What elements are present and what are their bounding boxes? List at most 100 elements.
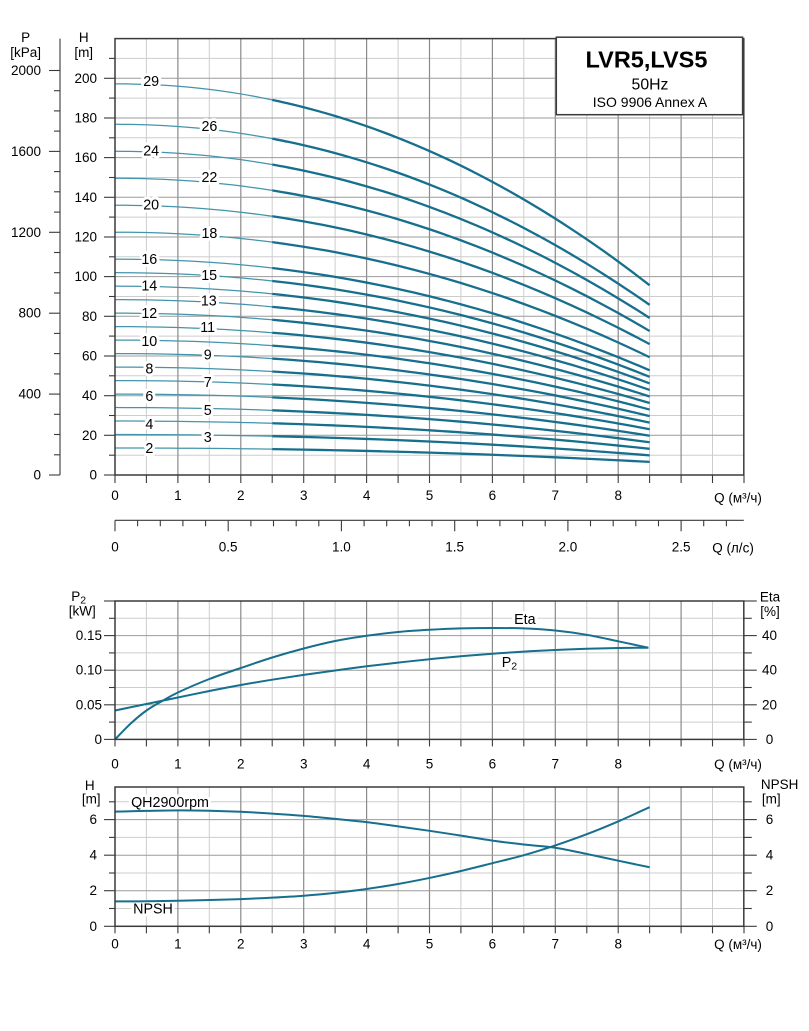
svg-text:8: 8	[614, 488, 622, 503]
svg-text:1.5: 1.5	[445, 540, 464, 555]
svg-text:ISO 9906 Annex A: ISO 9906 Annex A	[593, 94, 708, 110]
svg-text:0.5: 0.5	[219, 540, 238, 555]
svg-text:1: 1	[174, 488, 182, 503]
svg-text:6: 6	[89, 812, 97, 827]
svg-text:[kPa]: [kPa]	[10, 45, 41, 60]
svg-text:0: 0	[111, 540, 119, 555]
svg-text:[m]: [m]	[762, 792, 781, 807]
svg-text:2000: 2000	[11, 63, 41, 78]
svg-text:0: 0	[111, 937, 119, 952]
svg-text:3: 3	[300, 757, 308, 772]
svg-text:20: 20	[82, 428, 97, 443]
svg-text:Q (м³/ч): Q (м³/ч)	[714, 757, 762, 772]
svg-text:2: 2	[145, 441, 153, 457]
svg-text:2: 2	[237, 488, 245, 503]
svg-text:180: 180	[74, 111, 97, 126]
svg-text:80: 80	[82, 309, 97, 324]
svg-text:NPSH: NPSH	[133, 901, 173, 917]
svg-text:29: 29	[143, 74, 159, 90]
svg-text:NPSH: NPSH	[761, 777, 799, 792]
svg-text:0.10: 0.10	[76, 663, 102, 678]
svg-text:22: 22	[201, 170, 217, 186]
svg-text:2: 2	[766, 883, 774, 898]
svg-text:6: 6	[489, 937, 497, 952]
svg-text:1600: 1600	[11, 144, 41, 159]
svg-text:5: 5	[426, 757, 434, 772]
svg-text:1200: 1200	[11, 225, 41, 240]
svg-text:LVR5,LVS5: LVR5,LVS5	[586, 46, 708, 72]
svg-text:[kW]: [kW]	[69, 604, 96, 619]
svg-text:3: 3	[204, 430, 212, 446]
svg-text:4: 4	[766, 848, 774, 863]
svg-text:0.05: 0.05	[76, 697, 102, 712]
svg-text:0: 0	[89, 919, 97, 934]
svg-text:[m]: [m]	[82, 791, 101, 806]
svg-text:3: 3	[300, 937, 308, 952]
svg-text:8: 8	[614, 937, 622, 952]
svg-text:8: 8	[145, 361, 153, 377]
svg-text:5: 5	[426, 488, 434, 503]
svg-text:5: 5	[204, 403, 212, 419]
svg-text:Q (м³/ч): Q (м³/ч)	[714, 491, 762, 506]
svg-text:40: 40	[762, 628, 777, 643]
svg-text:400: 400	[18, 387, 41, 402]
svg-text:18: 18	[201, 226, 217, 242]
svg-text:0: 0	[766, 732, 774, 747]
svg-text:[m]: [m]	[74, 45, 93, 60]
svg-text:4: 4	[363, 488, 371, 503]
svg-text:1: 1	[174, 757, 182, 772]
svg-text:2.5: 2.5	[672, 540, 691, 555]
svg-text:[%]: [%]	[760, 604, 780, 619]
svg-text:0.15: 0.15	[76, 628, 102, 643]
svg-text:5: 5	[426, 937, 434, 952]
svg-text:2.0: 2.0	[559, 540, 578, 555]
svg-text:6: 6	[145, 389, 153, 405]
svg-text:26: 26	[201, 119, 217, 135]
svg-text:9: 9	[204, 348, 212, 364]
svg-text:1.0: 1.0	[332, 540, 351, 555]
svg-text:20: 20	[143, 198, 159, 214]
svg-text:4: 4	[363, 937, 371, 952]
svg-text:12: 12	[141, 306, 157, 322]
svg-text:16: 16	[141, 252, 157, 268]
svg-text:60: 60	[82, 349, 97, 364]
svg-text:20: 20	[762, 697, 777, 712]
svg-text:15: 15	[201, 268, 217, 284]
svg-text:P: P	[21, 30, 30, 45]
svg-text:Q (м³/ч): Q (м³/ч)	[714, 937, 762, 952]
svg-text:Eta: Eta	[514, 612, 536, 628]
svg-text:200: 200	[74, 71, 97, 86]
svg-text:4: 4	[145, 417, 153, 433]
svg-text:14: 14	[141, 279, 157, 295]
svg-text:40: 40	[82, 388, 97, 403]
svg-text:100: 100	[74, 269, 97, 284]
svg-text:0: 0	[33, 468, 41, 483]
svg-text:11: 11	[200, 320, 215, 336]
svg-text:50Hz: 50Hz	[632, 77, 669, 94]
svg-text:H: H	[85, 778, 95, 793]
svg-text:1: 1	[174, 937, 182, 952]
svg-text:2: 2	[89, 883, 97, 898]
svg-text:3: 3	[300, 488, 308, 503]
svg-text:0: 0	[111, 757, 119, 772]
svg-text:7: 7	[552, 757, 560, 772]
svg-text:7: 7	[552, 937, 560, 952]
svg-text:4: 4	[89, 848, 97, 863]
svg-text:40: 40	[762, 663, 777, 678]
svg-text:6: 6	[766, 812, 774, 827]
svg-text:Eta: Eta	[760, 589, 781, 604]
svg-text:10: 10	[141, 334, 157, 350]
svg-text:2: 2	[237, 937, 245, 952]
svg-text:6: 6	[489, 757, 497, 772]
svg-text:H: H	[79, 30, 89, 45]
svg-text:7: 7	[552, 488, 560, 503]
svg-text:120: 120	[74, 230, 97, 245]
svg-text:800: 800	[18, 306, 41, 321]
svg-text:24: 24	[143, 143, 159, 159]
svg-text:4: 4	[363, 757, 371, 772]
svg-text:160: 160	[74, 150, 97, 165]
svg-text:13: 13	[201, 294, 217, 310]
svg-text:140: 140	[74, 190, 97, 205]
svg-text:2: 2	[237, 757, 245, 772]
svg-text:Q (л/с): Q (л/с)	[712, 541, 754, 556]
